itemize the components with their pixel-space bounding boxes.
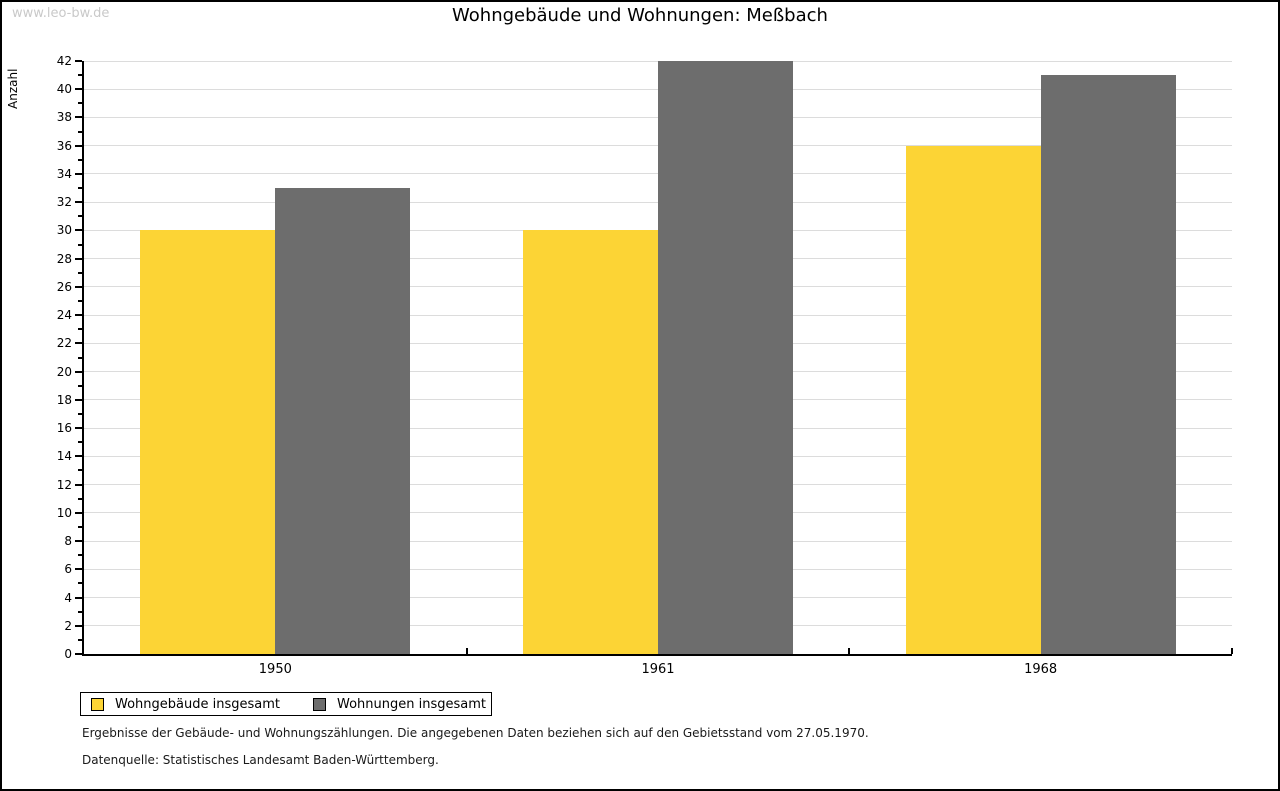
legend-item-wohngebaeude: Wohngebäude insgesamt (91, 697, 280, 712)
y-major-tick-14 (75, 455, 82, 458)
y-tick-label-6: 6 (64, 562, 72, 577)
y-minor-tick-1 (78, 638, 82, 641)
y-minor-tick-25 (78, 300, 82, 303)
y-minor-tick-29 (78, 243, 82, 246)
y-major-tick-20 (75, 370, 82, 373)
y-tick-label-18: 18 (56, 392, 72, 407)
y-major-tick-24 (75, 314, 82, 317)
y-minor-tick-11 (78, 497, 82, 500)
y-tick-label-4: 4 (64, 590, 72, 605)
y-minor-tick-17 (78, 412, 82, 415)
y-minor-tick-37 (78, 130, 82, 133)
y-major-tick-10 (75, 511, 82, 514)
y-minor-tick-5 (78, 582, 82, 585)
y-minor-tick-19 (78, 384, 82, 387)
bar-1968-series0 (905, 145, 1041, 654)
y-tick-label-0: 0 (64, 647, 72, 661)
y-tick-label-28: 28 (56, 251, 72, 266)
y-minor-tick-3 (78, 610, 82, 613)
x-boundary-tick-3 (1231, 648, 1233, 654)
y-major-tick-22 (75, 342, 82, 345)
y-major-tick-28 (75, 257, 82, 260)
y-tick-label-14: 14 (56, 449, 72, 464)
y-tick-label-38: 38 (56, 110, 72, 125)
legend-label-wohnungen: Wohnungen insgesamt (337, 696, 486, 712)
y-minor-tick-21 (78, 356, 82, 359)
y-minor-tick-15 (78, 441, 82, 444)
y-tick-label-8: 8 (64, 534, 72, 549)
y-tick-label-12: 12 (56, 477, 72, 492)
y-major-tick-38 (75, 116, 82, 119)
y-minor-tick-7 (78, 554, 82, 557)
y-major-tick-0 (75, 653, 82, 655)
y-minor-tick-33 (78, 187, 82, 190)
y-minor-tick-13 (78, 469, 82, 472)
y-minor-tick-23 (78, 328, 82, 331)
y-tick-label-2: 2 (64, 618, 72, 633)
chart-legend: Wohngebäude insgesamt Wohnungen insgesam… (80, 692, 492, 716)
y-tick-label-42: 42 (56, 54, 72, 68)
y-major-tick-2 (75, 624, 82, 627)
y-tick-label-10: 10 (56, 505, 72, 520)
legend-item-wohnungen: Wohnungen insgesamt (313, 697, 486, 712)
bar-1968-series1 (1040, 75, 1176, 654)
y-major-tick-42 (75, 60, 82, 62)
y-major-tick-4 (75, 596, 82, 599)
y-major-tick-12 (75, 483, 82, 486)
y-major-tick-26 (75, 285, 82, 288)
bar-1961-series0 (523, 230, 658, 654)
y-axis-label: Anzahl (6, 68, 20, 109)
y-major-tick-16 (75, 427, 82, 430)
y-tick-label-40: 40 (56, 82, 72, 97)
y-tick-label-36: 36 (56, 138, 72, 153)
x-tick-label-1961: 1961 (641, 662, 675, 677)
y-tick-label-22: 22 (56, 336, 72, 351)
y-minor-tick-27 (78, 271, 82, 274)
y-major-tick-34 (75, 172, 82, 175)
plot-area: 0 2 4 6 8 10 12 14 16 18 20 22 24 26 28 30 32 34 36 38 40 42 1… (57, 54, 1233, 677)
y-minor-tick-35 (78, 158, 82, 161)
chart-title: Wohngebäude und Wohnungen: Meßbach (452, 5, 828, 26)
y-tick-label-30: 30 (56, 223, 72, 238)
y-minor-tick-41 (78, 74, 82, 77)
y-tick-label-32: 32 (56, 195, 72, 210)
y-major-tick-18 (75, 398, 82, 401)
footnote-gebietsstand: Ergebnisse der Gebäude- und Wohnungszähl… (82, 726, 869, 740)
bar-1950-series1 (275, 188, 411, 654)
y-minor-tick-9 (78, 525, 82, 528)
y-major-tick-8 (75, 540, 82, 543)
y-minor-tick-39 (78, 102, 82, 105)
bar-1950-series0 (140, 230, 276, 654)
x-tick-label-1968: 1968 (1024, 662, 1058, 677)
y-tick-label-34: 34 (56, 166, 72, 181)
y-major-tick-40 (75, 88, 82, 91)
bar-1961-series1 (658, 61, 793, 654)
y-minor-tick-31 (78, 215, 82, 218)
y-tick-label-26: 26 (56, 279, 72, 294)
y-major-tick-32 (75, 201, 82, 204)
y-major-tick-36 (75, 144, 82, 147)
y-major-tick-6 (75, 568, 82, 571)
footnote-datenquelle: Datenquelle: Statistisches Landesamt Bad… (82, 753, 439, 767)
x-boundary-tick-2 (848, 648, 851, 654)
y-tick-label-24: 24 (56, 308, 72, 323)
x-tick-label-1950: 1950 (258, 662, 292, 677)
legend-swatch-wohngebaeude (91, 697, 104, 711)
y-tick-label-16: 16 (56, 421, 72, 436)
legend-label-wohngebaeude: Wohngebäude insgesamt (115, 696, 280, 712)
y-tick-label-20: 20 (56, 364, 72, 379)
y-major-tick-30 (75, 229, 82, 232)
x-boundary-tick-1 (465, 648, 468, 654)
legend-swatch-wohnungen (313, 697, 326, 711)
watermark-text: www.leo-bw.de (12, 6, 110, 21)
